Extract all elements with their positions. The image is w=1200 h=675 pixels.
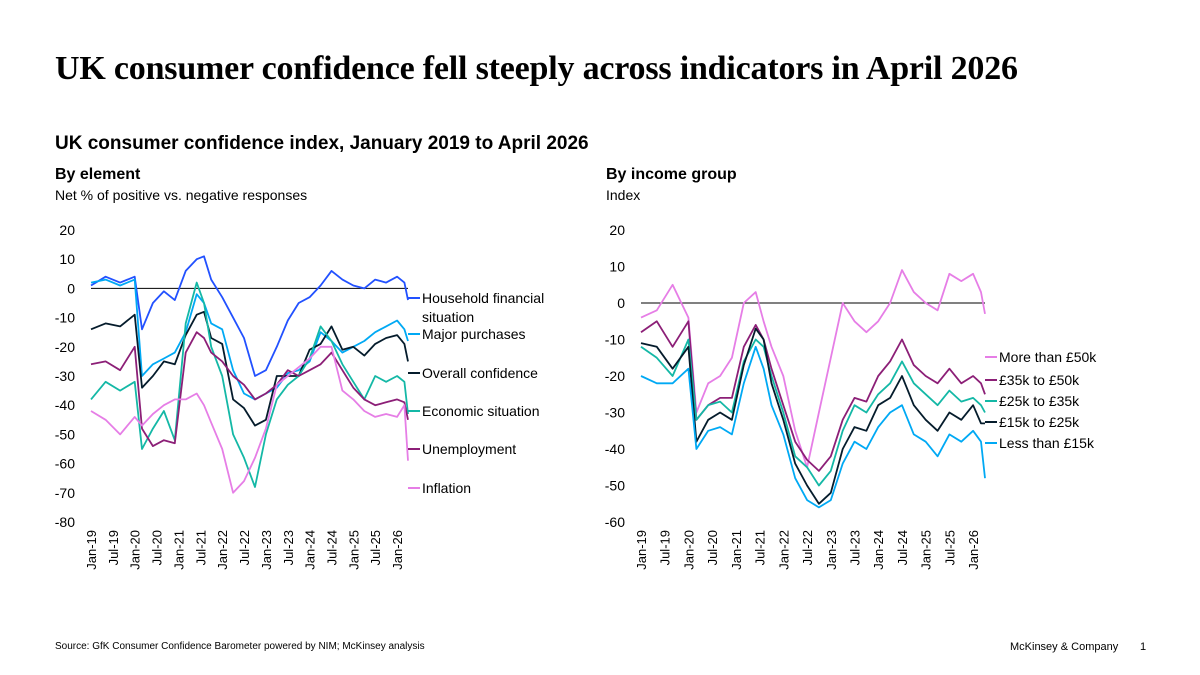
y-tick-label: -80 xyxy=(55,514,75,530)
y-tick-label: -40 xyxy=(605,441,625,457)
series-line-more-than-gbp50k xyxy=(640,269,986,469)
x-tick-label: Jan-25 xyxy=(346,530,361,570)
x-tick-label: Jan-24 xyxy=(303,530,318,570)
x-tick-label: Jan-21 xyxy=(171,530,186,570)
x-tick-label: Jul-21 xyxy=(753,530,768,565)
series-line-household-financial-situation xyxy=(90,255,409,377)
left-panel-unit: Net % of positive vs. negative responses xyxy=(55,187,308,203)
x-tick-label: Jan-23 xyxy=(824,530,839,570)
series-line-overall-confidence xyxy=(90,310,409,427)
right-panel-title: By income group xyxy=(606,166,737,183)
y-tick-label: 0 xyxy=(617,295,625,311)
x-tick-label: Jul-24 xyxy=(895,530,910,565)
y-tick-label: -10 xyxy=(605,332,625,348)
chart-by-element: 20 10 0 -10 -20 -30 -40 -50 -60 -70 -80 Jan-19 Jul-1… xyxy=(55,222,544,570)
series-line-gbp25k-to-gbp35k xyxy=(640,338,986,487)
x-tick-label: Jul-22 xyxy=(800,530,815,565)
brand-name: McKinsey & Company xyxy=(1010,641,1119,653)
x-tick-label: Jan-20 xyxy=(128,530,143,570)
y-tick-label: 20 xyxy=(59,222,75,238)
x-tick-label: Jan-19 xyxy=(84,530,99,570)
legend-label-unemployment: Unemployment xyxy=(422,441,516,457)
legend-label-inflation: Inflation xyxy=(422,480,471,496)
legend-label-gbp25k-to-gbp35k: £25k to £35k xyxy=(999,393,1080,409)
legend-label-overall-confidence: Overall confidence xyxy=(422,365,538,381)
series-line-unemployment xyxy=(90,331,409,447)
legend-label-more-than-gbp50k: More than £50k xyxy=(999,349,1097,365)
right-panel-unit: Index xyxy=(606,187,641,203)
y-tick-label: -60 xyxy=(55,456,75,472)
y-tick-label: 20 xyxy=(609,222,625,238)
legend-label-economic-situation: Economic situation xyxy=(422,403,540,419)
series-line-gbp15k-to-gbp25k xyxy=(640,327,985,505)
y-tick-label: -50 xyxy=(605,478,625,494)
source-note: Source: GfK Consumer Confidence Baromete… xyxy=(55,641,425,652)
x-tick-label: Jul-19 xyxy=(658,530,673,565)
x-tick-label: Jan-24 xyxy=(871,530,886,570)
legend-label-gbp15k-to-gbp25k: £15k to £25k xyxy=(999,414,1080,430)
x-tick-label: Jan-26 xyxy=(390,530,405,570)
y-tick-label: -20 xyxy=(55,339,75,355)
x-tick-label: Jan-21 xyxy=(729,530,744,570)
page-headline: UK consumer confidence fell steeply acro… xyxy=(55,50,1018,87)
y-tick-label: -60 xyxy=(605,514,625,530)
legend-label-less-than-gbp15k: Less than £15k xyxy=(999,435,1095,451)
chart-subtitle: UK consumer confidence index, January 20… xyxy=(55,133,589,154)
series-line-inflation xyxy=(90,345,409,494)
chart-by-income-group: 20 10 0 -10 -20 -30 -40 -50 -60 Jan-19 Jul-19 Jan-2… xyxy=(605,222,1098,570)
legend-label-gbp35k-to-gbp50k: £35k to £50k xyxy=(999,372,1080,388)
x-tick-label: Jan-20 xyxy=(681,530,696,570)
y-tick-label: -30 xyxy=(55,368,75,384)
x-tick-label: Jul-20 xyxy=(705,530,720,565)
x-tick-label: Jan-22 xyxy=(776,530,791,570)
x-tick-label: Jan-25 xyxy=(919,530,934,570)
page-number: 1 xyxy=(1140,641,1147,653)
y-tick-label: -10 xyxy=(55,310,75,326)
y-tick-label: -40 xyxy=(55,397,75,413)
y-tick-label: 10 xyxy=(609,259,625,275)
x-tick-label: Jan-23 xyxy=(259,530,274,570)
x-tick-label: Jan-22 xyxy=(215,530,230,570)
x-tick-label: Jul-22 xyxy=(237,530,252,565)
x-tick-label: Jul-25 xyxy=(942,530,957,565)
y-tick-label: 10 xyxy=(59,251,75,267)
x-tick-label: Jan-26 xyxy=(966,530,981,570)
x-tick-label: Jan-19 xyxy=(634,530,649,570)
x-tick-label: Jul-19 xyxy=(106,530,121,565)
x-tick-label: Jul-25 xyxy=(368,530,383,565)
legend-label-major-purchases: Major purchases xyxy=(422,326,526,342)
left-panel-title: By element xyxy=(55,166,141,183)
x-tick-label: Jul-21 xyxy=(193,530,208,565)
y-tick-label: -20 xyxy=(605,368,625,384)
x-tick-label: Jul-24 xyxy=(324,530,339,565)
x-tick-label: Jul-20 xyxy=(150,530,165,565)
y-tick-label: -30 xyxy=(605,405,625,421)
series-line-less-than-gbp15k xyxy=(640,345,986,509)
y-tick-label: -50 xyxy=(55,426,75,442)
y-tick-label: 0 xyxy=(67,280,75,296)
legend-label-household-financial-situation: Household financial situation xyxy=(422,290,544,325)
x-tick-label: Jul-23 xyxy=(848,530,863,565)
y-tick-label: -70 xyxy=(55,485,75,501)
x-tick-label: Jul-23 xyxy=(281,530,296,565)
